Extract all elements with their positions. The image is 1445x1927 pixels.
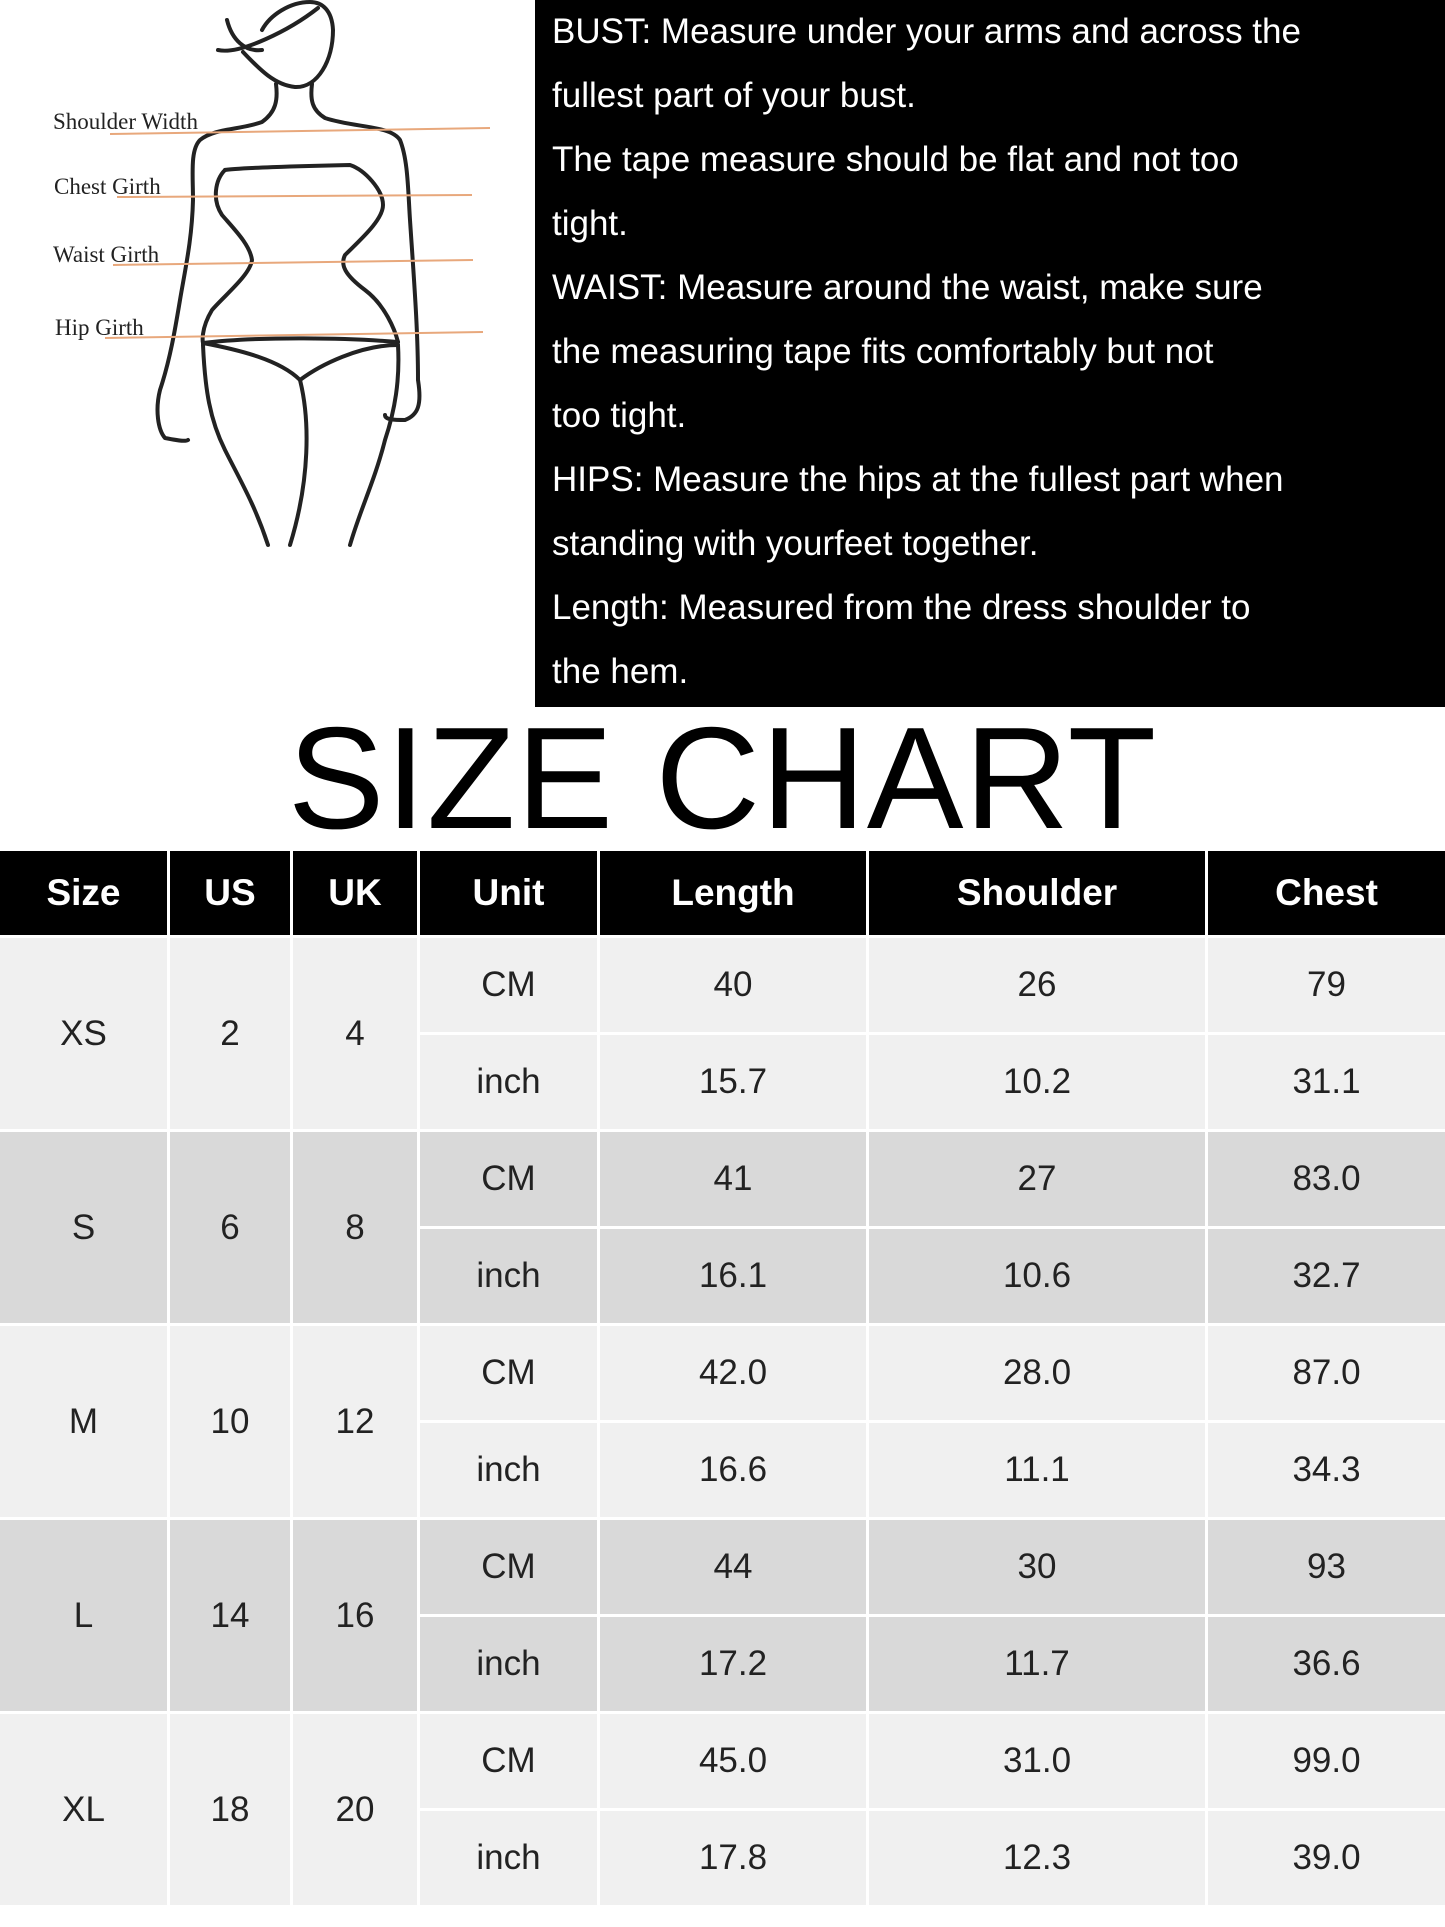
- cell-size: M: [0, 1326, 167, 1517]
- body-outline: [155, 0, 422, 547]
- instruction-line: WAIST: Measure around the waist, make su…: [552, 268, 1263, 307]
- cell-unit: inch: [420, 1229, 597, 1323]
- cell-chest: 83.0: [1208, 1132, 1445, 1226]
- cell-shoulder: 11.7: [869, 1617, 1205, 1711]
- cell-unit: CM: [420, 1520, 597, 1614]
- cell-size: S: [0, 1132, 167, 1323]
- instruction-line: too tight.: [552, 396, 687, 435]
- cell-unit: CM: [420, 1326, 597, 1420]
- instruction-line: Length: Measured from the dress shoulder…: [552, 588, 1251, 627]
- cell-shoulder: 10.6: [869, 1229, 1205, 1323]
- table-header-row: Size US UK Unit Length Shoulder Chest: [0, 851, 1445, 935]
- column-header-length: Length: [600, 851, 866, 935]
- cell-uk: 4: [293, 938, 417, 1129]
- cell-size: L: [0, 1520, 167, 1711]
- cell-shoulder: 10.2: [869, 1035, 1205, 1129]
- cell-length: 16.6: [600, 1423, 866, 1517]
- cell-uk: 16: [293, 1520, 417, 1711]
- cell-uk: 12: [293, 1326, 417, 1517]
- cell-length: 16.1: [600, 1229, 866, 1323]
- cell-length: 15.7: [600, 1035, 866, 1129]
- table-row: XS 2 4 CM 40 26 79: [0, 938, 1445, 1129]
- cell-length: 41: [600, 1132, 866, 1226]
- instruction-line: the measuring tape fits comfortably but …: [552, 332, 1214, 371]
- cell-length: 45.0: [600, 1714, 866, 1808]
- table-row: inch 16.6 11.1 34.3: [0, 1423, 1445, 1517]
- cell-size: XL: [0, 1714, 167, 1905]
- table-row: inch 17.8 12.3 39.0: [0, 1811, 1445, 1905]
- cell-chest: 34.3: [1208, 1423, 1445, 1517]
- column-header-shoulder: Shoulder: [869, 851, 1205, 935]
- column-header-size: Size: [0, 851, 167, 935]
- cell-us: 6: [170, 1132, 290, 1323]
- cell-uk: 8: [293, 1132, 417, 1323]
- cell-length: 17.2: [600, 1617, 866, 1711]
- cell-chest: 32.7: [1208, 1229, 1445, 1323]
- cell-chest: 93: [1208, 1520, 1445, 1614]
- cell-length: 17.8: [600, 1811, 866, 1905]
- label-chest-girth: Chest Girth: [54, 174, 161, 199]
- instruction-line: standing with yourfeet together.: [552, 524, 1039, 563]
- table-row: M 10 12 CM 42.0 28.0 87.0: [0, 1326, 1445, 1517]
- cell-chest: 39.0: [1208, 1811, 1445, 1905]
- cell-chest: 36.6: [1208, 1617, 1445, 1711]
- measurement-instructions: BUST: Measure under your arms and across…: [535, 0, 1445, 707]
- instruction-line: The tape measure should be flat and not …: [552, 140, 1239, 179]
- cell-unit: inch: [420, 1035, 597, 1129]
- column-header-us: US: [170, 851, 290, 935]
- table-row: inch 16.1 10.6 32.7: [0, 1229, 1445, 1323]
- column-header-uk: UK: [293, 851, 417, 935]
- cell-shoulder: 28.0: [869, 1326, 1205, 1420]
- cell-chest: 31.1: [1208, 1035, 1445, 1129]
- table-row: S 6 8 CM 41 27 83.0: [0, 1132, 1445, 1323]
- table-row: inch 15.7 10.2 31.1: [0, 1035, 1445, 1129]
- cell-chest: 79: [1208, 938, 1445, 1032]
- cell-unit: inch: [420, 1811, 597, 1905]
- cell-shoulder: 26: [869, 938, 1205, 1032]
- instruction-line: HIPS: Measure the hips at the fullest pa…: [552, 460, 1284, 499]
- measurement-lines: [104, 127, 491, 339]
- table-row: L 14 16 CM 44 30 93: [0, 1520, 1445, 1711]
- instruction-line: BUST: Measure under your arms and across…: [552, 12, 1301, 51]
- cell-unit: CM: [420, 1132, 597, 1226]
- label-hip-girth: Hip Girth: [55, 315, 144, 340]
- page-title: SIZE CHART: [287, 697, 1158, 859]
- body-measurement-figure: Shoulder Width Chest Girth Waist Girth H…: [53, 0, 491, 547]
- cell-shoulder: 31.0: [869, 1714, 1205, 1808]
- label-waist-girth: Waist Girth: [53, 242, 160, 267]
- cell-unit: inch: [420, 1617, 597, 1711]
- cell-size: XS: [0, 938, 167, 1129]
- cell-chest: 99.0: [1208, 1714, 1445, 1808]
- cell-us: 10: [170, 1326, 290, 1517]
- cell-shoulder: 12.3: [869, 1811, 1205, 1905]
- cell-length: 44: [600, 1520, 866, 1614]
- cell-shoulder: 30: [869, 1520, 1205, 1614]
- label-shoulder-width: Shoulder Width: [53, 109, 198, 134]
- cell-shoulder: 11.1: [869, 1423, 1205, 1517]
- cell-us: 14: [170, 1520, 290, 1711]
- column-header-unit: Unit: [420, 851, 597, 935]
- cell-unit: inch: [420, 1423, 597, 1517]
- instruction-line: tight.: [552, 204, 628, 243]
- size-chart-table: Size US UK Unit Length Shoulder Chest XS 2 4 CM 40…: [0, 848, 1445, 1908]
- table-row: inch 17.2 11.7 36.6: [0, 1617, 1445, 1711]
- instruction-line: fullest part of your bust.: [552, 76, 916, 115]
- cell-unit: CM: [420, 1714, 597, 1808]
- cell-unit: CM: [420, 938, 597, 1032]
- instruction-line: the hem.: [552, 652, 689, 691]
- cell-us: 2: [170, 938, 290, 1129]
- column-header-chest: Chest: [1208, 851, 1445, 935]
- cell-length: 42.0: [600, 1326, 866, 1420]
- cell-chest: 87.0: [1208, 1326, 1445, 1420]
- cell-us: 18: [170, 1714, 290, 1905]
- cell-shoulder: 27: [869, 1132, 1205, 1226]
- table-row: XL 18 20 CM 45.0 31.0 99.0: [0, 1714, 1445, 1905]
- cell-length: 40: [600, 938, 866, 1032]
- cell-uk: 20: [293, 1714, 417, 1905]
